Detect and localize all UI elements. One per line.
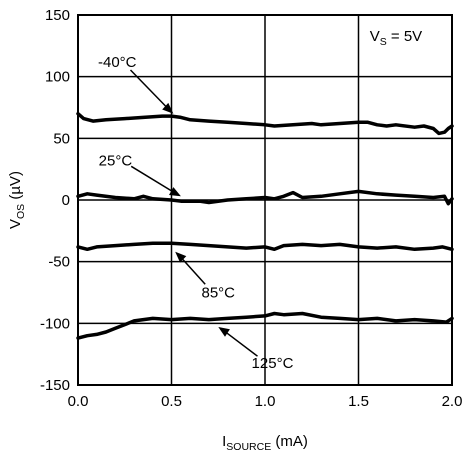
label-arrow <box>179 255 206 285</box>
series-line <box>76 241 454 252</box>
series-label: 85°C <box>201 285 235 302</box>
series-line <box>76 189 454 206</box>
x-tick-label: 0.5 <box>161 393 182 410</box>
y-tick-label: 50 <box>53 130 70 147</box>
label-arrow <box>129 69 170 111</box>
arrowhead <box>169 187 181 197</box>
series-labels: -40°C 25°C 85°C 125°C <box>98 54 294 372</box>
series-group <box>76 111 454 340</box>
arrowhead <box>218 327 230 337</box>
y-tick-label: 150 <box>45 7 70 24</box>
x-tick-label: 1.0 <box>255 393 276 410</box>
series-label: 25°C <box>99 153 133 170</box>
y-axis-label: VOS (µV) <box>7 171 27 229</box>
x-tick-label: 2.0 <box>442 393 463 410</box>
tick-labels: 0.0 0.5 1.0 1.5 2.0 150 100 50 0 -50 -100 -150 <box>40 7 462 410</box>
x-tick-label: 0.0 <box>68 393 89 410</box>
y-tick-label: -100 <box>40 315 70 332</box>
series-label: -40°C <box>98 54 137 71</box>
arrowhead <box>175 251 187 263</box>
grid <box>78 15 452 385</box>
x-axis-label: ISOURCE (mA) <box>222 433 308 453</box>
label-arrow <box>130 165 176 195</box>
y-tick-label: 100 <box>45 69 70 86</box>
series-label: 125°C <box>252 355 294 372</box>
y-tick-label: 0 <box>62 192 70 209</box>
x-tick-label: 1.5 <box>348 393 369 410</box>
y-tick-label: -50 <box>48 254 70 271</box>
supply-voltage-annotation: VS = 5V <box>370 28 422 48</box>
y-tick-label: -150 <box>40 377 70 394</box>
series-line <box>76 311 454 340</box>
series-line <box>76 111 454 136</box>
label-arrow <box>222 329 258 357</box>
arrowhead <box>162 102 174 114</box>
